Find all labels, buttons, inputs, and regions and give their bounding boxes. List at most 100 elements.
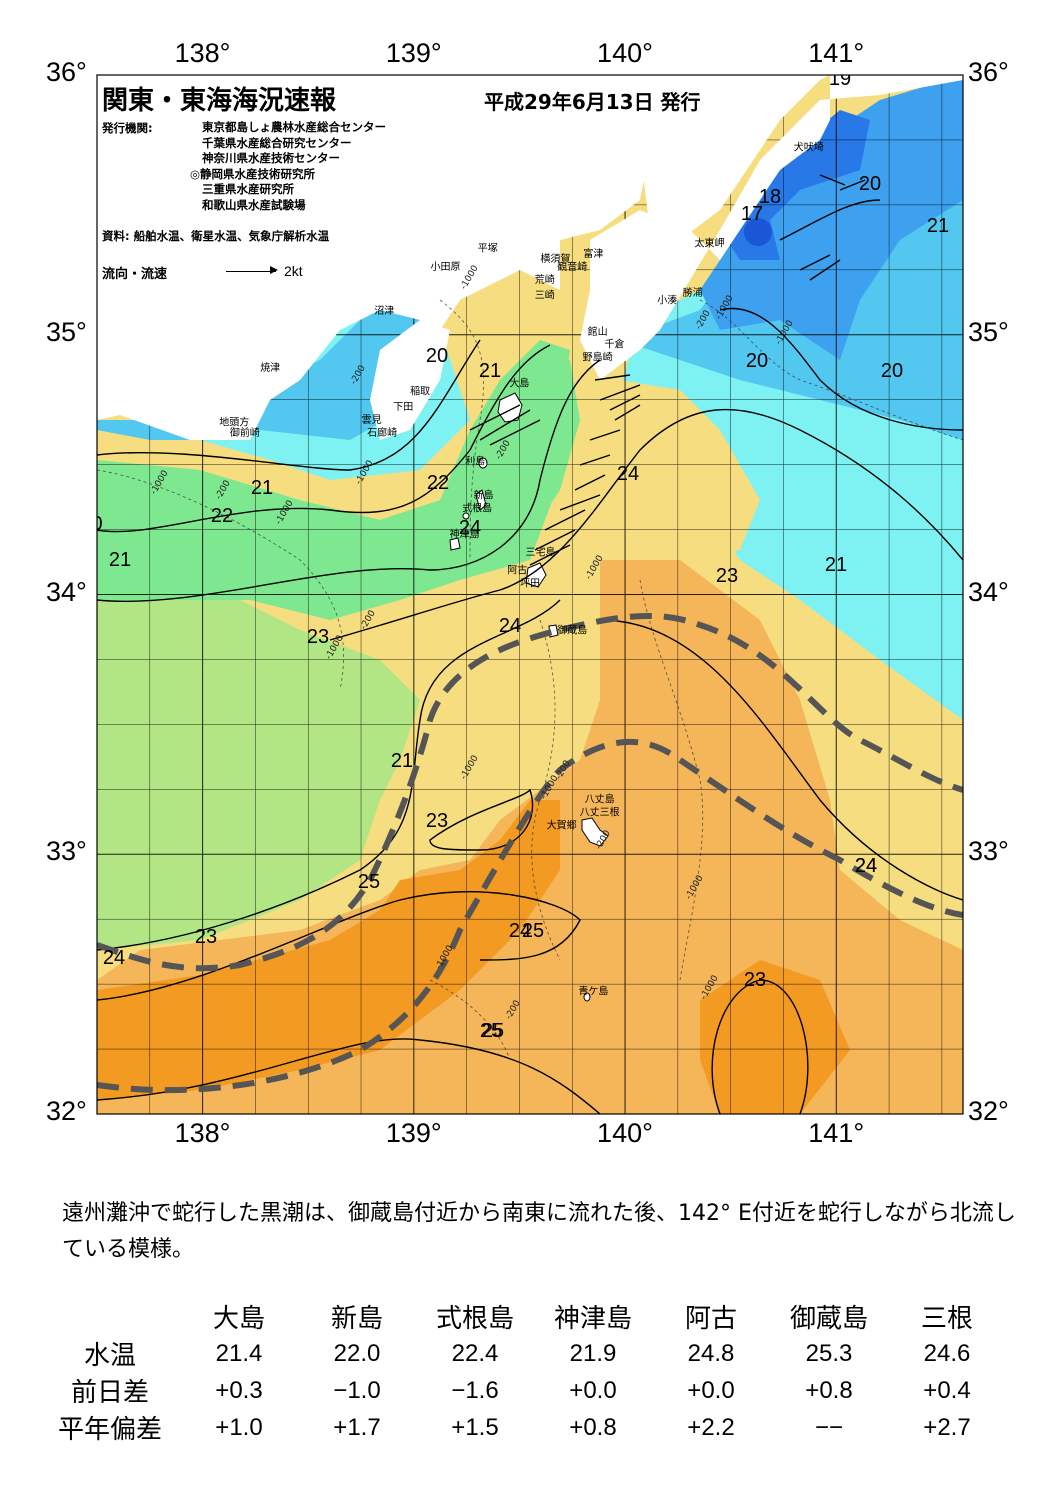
isotherm-label: 20 [859,173,881,195]
current-vectors [469,174,866,566]
isotherm-label: 20 [881,360,903,382]
isobath-lines [97,299,963,1061]
place-name: 下田 [393,402,413,413]
row-label: 平年偏差 [57,1415,162,1445]
place-name: 千倉 [604,338,624,351]
publisher-list: 東京都島しょ農林水産総合センター 千葉県水産総合研究センター 神奈川県水産技術センタ… [190,120,386,213]
place-name: 阿古 [507,564,527,577]
table-cell: 21.4 [215,1339,263,1367]
zone-17 [744,218,772,246]
table-cell: +1.5 [451,1413,499,1441]
table-cell: 24.8 [687,1339,735,1367]
place-name: 雲見 [362,414,382,426]
publisher-item: 神奈川県水産技術センター [202,151,340,165]
place-name: 富津 [583,247,603,260]
isotherm-label: 18 [759,186,781,208]
land-boso [580,75,963,380]
zone-19-east [700,75,963,360]
isotherm-label: 24 [855,855,877,877]
isotherm-label: 23 [716,565,738,587]
isotherm-lines [97,199,963,1114]
zone-22-izu [460,350,580,560]
issue-date: 平成29年6月13日 発行 [484,90,701,114]
isotherm-label: 23 [426,810,448,832]
longitude-tick-bottom: 141° [808,1118,865,1148]
isotherm-label: 23 [307,626,329,648]
latitude-tick-left: 33° [46,836,87,867]
place-name: 野島崎 [583,351,613,364]
zone-26b [97,800,560,1100]
place-name: 坪田 [520,577,540,590]
observation-table: 大島 新島 式根島 神津島 阿古 御蔵島 三根 水温 21.4 22.0 22.… [40,1298,1006,1446]
table-cell: −1.0 [333,1376,381,1404]
table-cell: +0.4 [923,1376,971,1404]
station-header: 新島 [330,1303,383,1333]
place-name: 太東岬 [695,236,725,249]
land-izu-peninsula [370,320,450,440]
table-header-row: 大島 新島 式根島 神津島 阿古 御蔵島 三根 [40,1298,1006,1335]
longitude-tick-top: 140° [597,38,653,68]
longitude-tick-bottom: 138° [174,1118,231,1148]
place-name: 石廊崎 [367,426,397,439]
place-name: 御前崎 [230,426,260,439]
table-cell: +0.0 [569,1376,617,1404]
place-name: 三宅島 [526,546,556,559]
summary-text: 遠州灘沖で蛇行した黒潮は、御蔵島付近から南東に流れた後、142° E付近を蛇行し… [62,1201,1016,1262]
isotherm-label: 24 [855,855,877,877]
current-legend-unit: 2kt [284,263,303,279]
latitude-tick-right: 32° [968,1096,1009,1126]
place-name: 大賀郷 [547,818,577,831]
isotherm-label: 24 [103,947,125,969]
table-cell: +1.0 [215,1413,263,1441]
isotherm-label: 21 [391,750,413,772]
isotherm-label: 21 [251,477,273,499]
table-cell: −1.6 [451,1376,499,1404]
island-niijima [475,489,487,511]
isotherm-label: 24 [459,517,481,539]
isotherm-label: 25 [358,871,380,893]
longitude-tick-bottom: 140° [597,1118,653,1148]
table-cell: +0.8 [805,1376,853,1404]
place-name: 横須賀 [540,252,570,265]
current-legend-arrow [226,271,276,272]
station-header: 大島 [212,1303,265,1333]
place-name: 平塚 [478,243,498,255]
table-cell: +0.3 [215,1376,263,1404]
table-cell: −− [814,1413,844,1441]
current-legend-label: 流向・流速 [102,267,168,282]
island-hachijojima [581,817,609,847]
arrow-head-icon [270,266,278,274]
place-name: 荒崎 [535,273,555,286]
land-sagami [97,75,650,440]
table-cell: 25.3 [805,1339,853,1367]
latitude-tick-left: 35° [46,316,87,347]
latitude-tick-left: 32° [46,1096,87,1126]
table-cell: 22.0 [333,1339,381,1367]
data-source: 資料: 船舶水温、衛星水温、気象庁解析水温 [102,229,330,243]
table-cell: 21.9 [569,1339,617,1367]
row-label: 水温 [83,1341,136,1371]
map-frame [96,74,964,1115]
longitude-tick-top: 141° [808,38,865,68]
latitude-tick-right: 35° [968,316,1009,347]
isotherm-label: 21 [109,549,131,571]
publisher-item: 三重県水産研究所 [202,182,294,196]
place-name: 稲取 [410,385,430,397]
publisher-item: 東京都島しょ農林水産総合センター [202,120,386,134]
place-name: 御蔵島 [557,623,587,636]
place-name: 八丈島 [585,792,615,805]
isotherm-label: 22 [211,505,233,527]
station-header: 三根 [920,1303,973,1333]
table-cell: +0.8 [569,1413,617,1441]
isotherm-label: 24 [499,615,521,637]
land-honshu [97,75,830,240]
table-row: 平年偏差 +1.0 +1.7 +1.5 +0.8 +2.2 −− +2.7 [40,1409,1006,1446]
publisher-item: ◎静岡県水産技術研究所 [190,166,316,181]
station-header: 式根島 [435,1303,514,1333]
isotherm-label: 21 [479,360,501,382]
station-header: 御蔵島 [789,1303,868,1333]
island-shikinejima [462,512,470,520]
latitude-tick-left: 36° [46,57,87,87]
